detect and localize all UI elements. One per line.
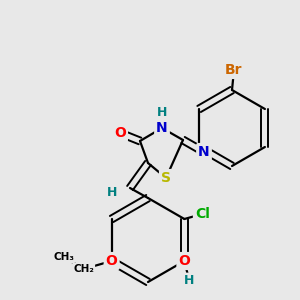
Text: H: H (157, 106, 167, 119)
Text: Cl: Cl (195, 207, 210, 221)
Text: O: O (106, 254, 118, 268)
Text: O: O (114, 126, 126, 140)
Text: CH₃: CH₃ (53, 252, 74, 262)
Text: O: O (178, 254, 190, 268)
Text: H: H (107, 187, 117, 200)
Text: S: S (161, 171, 171, 185)
Text: H: H (184, 274, 195, 287)
Text: CH₂: CH₂ (73, 264, 94, 274)
Text: N: N (156, 121, 168, 135)
Text: N: N (198, 145, 210, 159)
Text: Br: Br (225, 63, 243, 77)
